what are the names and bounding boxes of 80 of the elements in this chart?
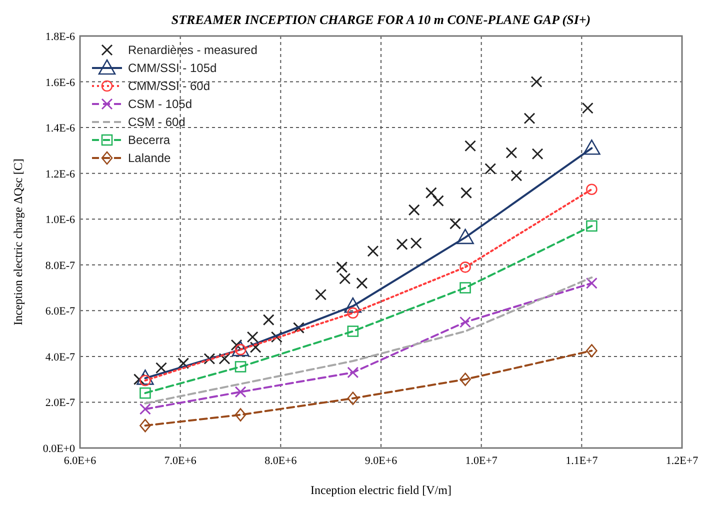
point: [367, 245, 379, 257]
point: [460, 187, 472, 199]
y-axis-title: Inception electric charge ΔQsc [C]: [11, 158, 25, 326]
y-tick-label: 1.8E-6: [45, 31, 76, 43]
point: [586, 344, 598, 358]
point: [586, 184, 598, 196]
point: [140, 387, 151, 399]
y-tick-label: 1.0E-6: [45, 214, 76, 226]
y-tick-label: 8.0E-7: [45, 260, 76, 272]
point: [460, 282, 471, 294]
point: [510, 170, 522, 182]
legend-label: CSM - 60d: [128, 115, 186, 129]
point: [586, 277, 598, 289]
point: [140, 418, 151, 432]
point: [178, 358, 190, 370]
point: [460, 316, 472, 328]
x-tick-label: 9.0E+6: [364, 455, 398, 467]
point: [347, 392, 359, 405]
point: [250, 342, 262, 354]
point: [356, 277, 368, 289]
legend-label: CMM/SSI - 60d: [128, 79, 210, 93]
point: [347, 307, 359, 319]
point: [204, 352, 216, 364]
y-tick-label: 0.0E+0: [42, 443, 76, 455]
y-tick-label: 1.4E-6: [45, 122, 76, 135]
point: [532, 148, 544, 160]
point: [315, 288, 327, 300]
point: [270, 331, 282, 343]
point: [262, 314, 274, 326]
point: [156, 362, 168, 374]
point: [530, 76, 542, 88]
point: [139, 403, 151, 415]
point: [246, 331, 258, 343]
point: [336, 261, 348, 273]
point: [425, 187, 437, 199]
point: [234, 408, 246, 422]
legend-label: CMM/SSI - 105d: [128, 61, 217, 75]
point: [234, 386, 246, 398]
point: [460, 262, 471, 273]
point: [449, 218, 461, 230]
point: [484, 163, 496, 175]
point: [347, 366, 359, 378]
y-tick-label: 1.6E-6: [45, 76, 76, 89]
legend-label: CSM - 105d: [128, 97, 192, 111]
point: [396, 238, 408, 250]
point: [234, 361, 246, 372]
chart-title: STREAMER INCEPTION CHARGE FOR A 10 m CONE-PLANE GAP (SI+): [171, 12, 591, 27]
point: [524, 112, 536, 124]
x-tick-label: 6.0E+6: [64, 455, 97, 467]
point: [347, 326, 359, 337]
point: [583, 140, 600, 155]
point: [218, 352, 230, 364]
point: [292, 322, 304, 334]
y-tick-label: 6.0E-7: [45, 306, 76, 318]
legend-label: Becerra: [128, 133, 170, 147]
legend-label: Renardières - measured: [128, 43, 258, 57]
y-tick-label: 1.2E-6: [45, 168, 76, 180]
point: [410, 237, 422, 249]
point: [456, 228, 474, 244]
point: [506, 146, 518, 158]
x-axis-title: Inception electric field [V/m]: [310, 483, 452, 497]
y-tick-label: 2.0E-7: [45, 397, 76, 410]
point: [232, 340, 250, 356]
point: [586, 220, 598, 232]
y-tick-label: 4.0E-7: [45, 351, 76, 364]
x-tick-label: 1.1E+7: [566, 455, 598, 467]
point: [432, 195, 444, 207]
point: [408, 204, 420, 216]
point: [136, 370, 154, 385]
legend-label: Lalande: [128, 151, 172, 165]
x-tick-label: 7.0E+6: [164, 455, 197, 467]
point: [339, 272, 351, 284]
point: [460, 372, 471, 386]
point: [582, 102, 594, 114]
x-tick-label: 1.2E+7: [666, 455, 699, 467]
point: [133, 374, 145, 386]
point: [464, 140, 476, 152]
x-tick-label: 1.0E+7: [465, 455, 498, 467]
x-tick-label: 8.0E+6: [264, 455, 298, 467]
point: [344, 297, 362, 313]
